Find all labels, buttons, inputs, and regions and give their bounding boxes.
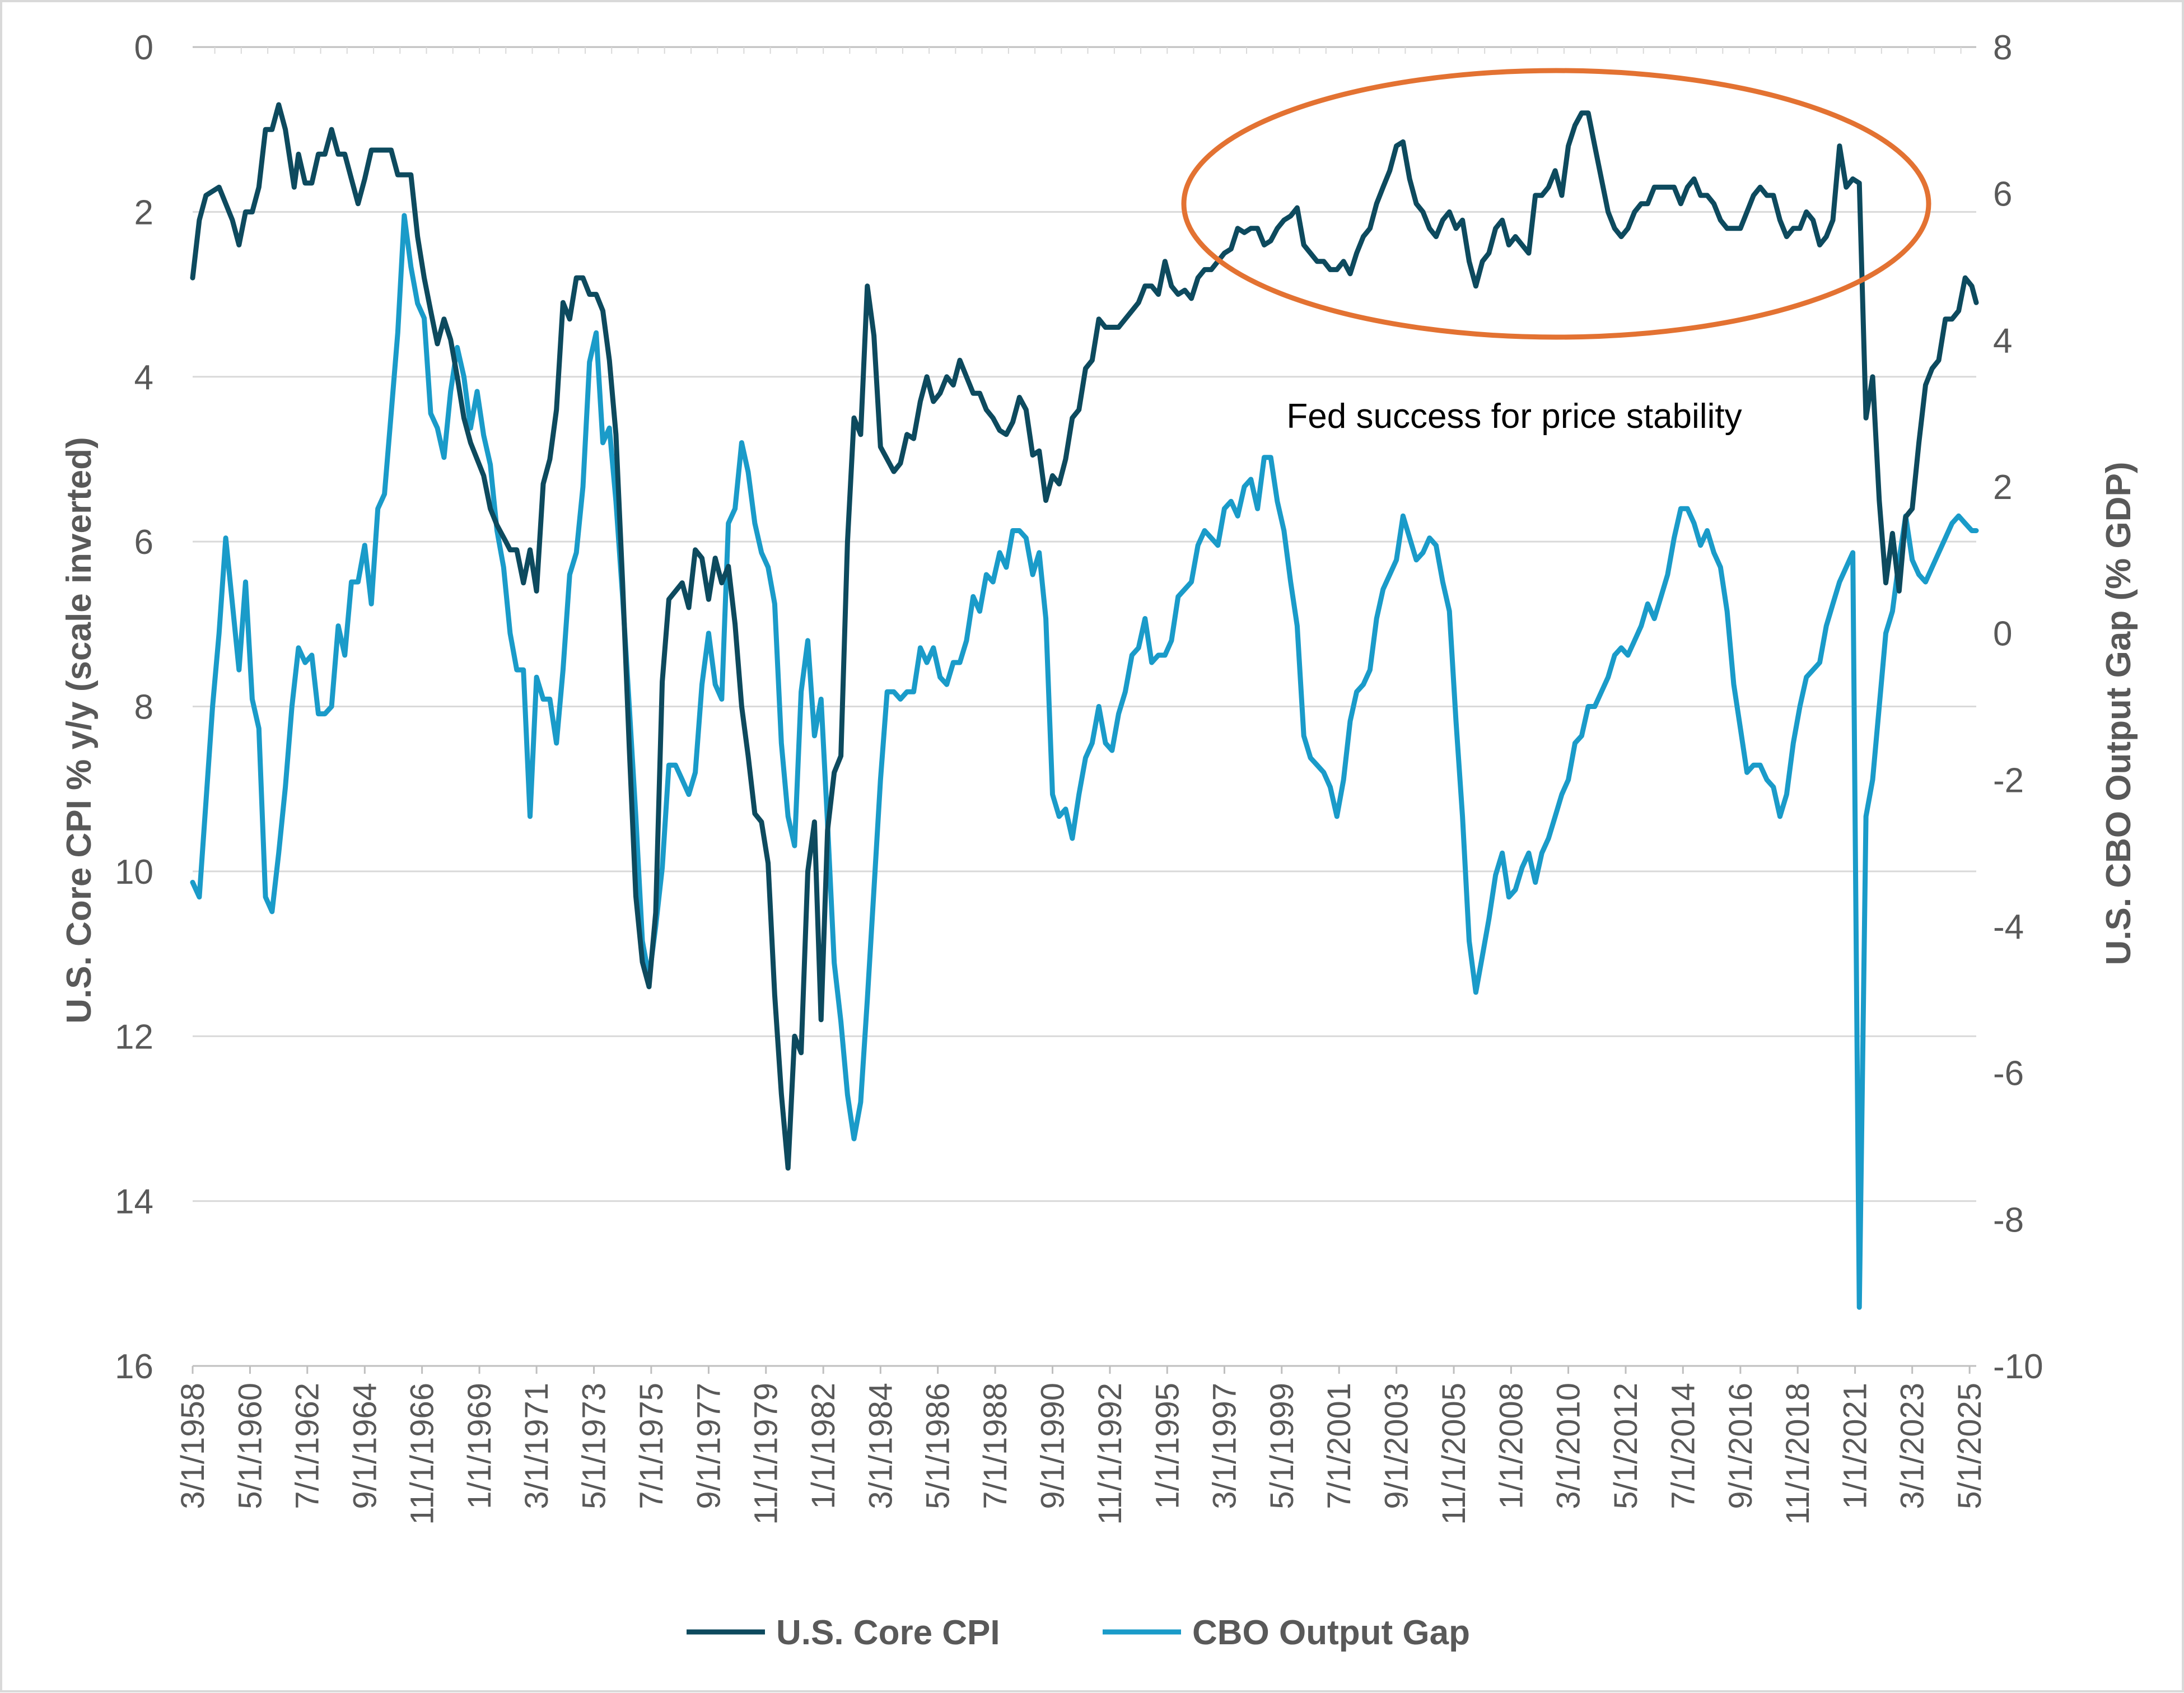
y-right-tick-label: -4 <box>1993 908 2024 946</box>
x-tick-label: 11/1/2018 <box>1780 1383 1816 1525</box>
x-tick-label: 9/1/1964 <box>347 1383 383 1509</box>
series-lines <box>190 102 1979 1310</box>
x-tick-label: 7/1/2001 <box>1321 1383 1357 1509</box>
x-tick-label: 9/1/2003 <box>1379 1383 1415 1509</box>
legend: U.S. Core CPI CBO Output Gap <box>687 1613 1470 1652</box>
x-tick-label: 7/1/1975 <box>633 1383 670 1509</box>
y-axis-right-label: U.S. CBO Output Gap (% GDP) <box>2099 462 2138 966</box>
annotation-text: Fed success for price stability <box>1286 397 1742 436</box>
y-right-tick-label: -8 <box>1993 1201 2024 1239</box>
y-right-tick-label: -6 <box>1993 1055 2024 1093</box>
x-tick-label: 5/1/1999 <box>1264 1383 1300 1509</box>
y-axis-left-label: U.S. Core CPI % y/y (scale inverted) <box>60 437 99 1024</box>
x-tick-label: 3/1/2023 <box>1894 1383 1931 1509</box>
y-left-tick-label: 10 <box>115 853 153 892</box>
x-tick-label: 3/1/1984 <box>862 1383 899 1509</box>
x-tick-label: 1/1/1995 <box>1149 1383 1186 1509</box>
x-tick-label: 11/1/2005 <box>1436 1383 1472 1525</box>
y-right-tick-label: 8 <box>1993 29 2012 67</box>
x-tick-label: 1/1/1969 <box>461 1383 498 1509</box>
y-right-tick-label: -10 <box>1993 1347 2043 1386</box>
x-tick-label: 1/1/2008 <box>1493 1383 1529 1509</box>
x-tick-label: 1/1/2021 <box>1837 1383 1874 1509</box>
x-tick-label: 7/1/1962 <box>290 1383 326 1509</box>
x-tick-label: 9/1/1977 <box>690 1383 727 1509</box>
x-tick-label: 11/1/1966 <box>404 1383 441 1525</box>
x-tick-label: 3/1/1971 <box>519 1383 555 1509</box>
x-tick-label: 7/1/2014 <box>1665 1383 1701 1509</box>
y-left-tick-label: 6 <box>134 523 153 562</box>
x-tick-label: 3/1/1997 <box>1206 1383 1243 1509</box>
highlight-ellipse <box>1181 68 1931 340</box>
x-tick-label: 9/1/1990 <box>1035 1383 1071 1509</box>
y-left-tick-label: 16 <box>115 1347 153 1386</box>
axes: 0 2 4 6 8 10 12 14 16 8 6 4 2 0 -2 -4 -6 -8 -10 3/1/1958 5/1… <box>115 29 2043 1525</box>
y-left-tick-label: 8 <box>134 688 153 727</box>
gridlines <box>193 46 1976 1367</box>
y-right-tick-label: 0 <box>1993 615 2012 654</box>
x-tick-label: 5/1/2025 <box>1952 1383 1988 1509</box>
y-left-tick-label: 0 <box>134 29 153 67</box>
legend-label-core-cpi: U.S. Core CPI <box>776 1613 1000 1652</box>
x-tick-label: 1/1/1982 <box>805 1383 842 1509</box>
y-left-tick-label: 14 <box>115 1183 153 1221</box>
series-line-core-cpi <box>190 102 1979 1171</box>
y-right-tick-label: 2 <box>1993 468 2012 507</box>
x-tick-label: 9/1/2016 <box>1723 1383 1759 1509</box>
y-right-tick-label: -2 <box>1993 761 2024 800</box>
y-right-tick-label: 4 <box>1993 321 2012 360</box>
y-left-tick-label: 2 <box>134 193 153 232</box>
y-left-tick-label: 4 <box>134 358 153 397</box>
x-tick-label: 3/1/1958 <box>175 1383 211 1509</box>
x-tick-label: 7/1/1988 <box>977 1383 1014 1509</box>
series-line-output-gap <box>190 213 1979 1310</box>
x-tick-label: 5/1/1973 <box>576 1383 613 1509</box>
x-tick-label: 11/1/1992 <box>1092 1383 1128 1525</box>
y-right-tick-label: 6 <box>1993 175 2012 214</box>
x-tick-label: 5/1/2012 <box>1608 1383 1644 1509</box>
legend-label-output-gap: CBO Output Gap <box>1192 1613 1470 1652</box>
y-left-tick-label: 12 <box>115 1018 153 1056</box>
x-tick-label: 3/1/2010 <box>1551 1383 1587 1509</box>
x-tick-label: 11/1/1979 <box>748 1383 785 1525</box>
x-tick-label: 5/1/1986 <box>920 1383 956 1509</box>
x-tick-label: 5/1/1960 <box>232 1383 268 1509</box>
